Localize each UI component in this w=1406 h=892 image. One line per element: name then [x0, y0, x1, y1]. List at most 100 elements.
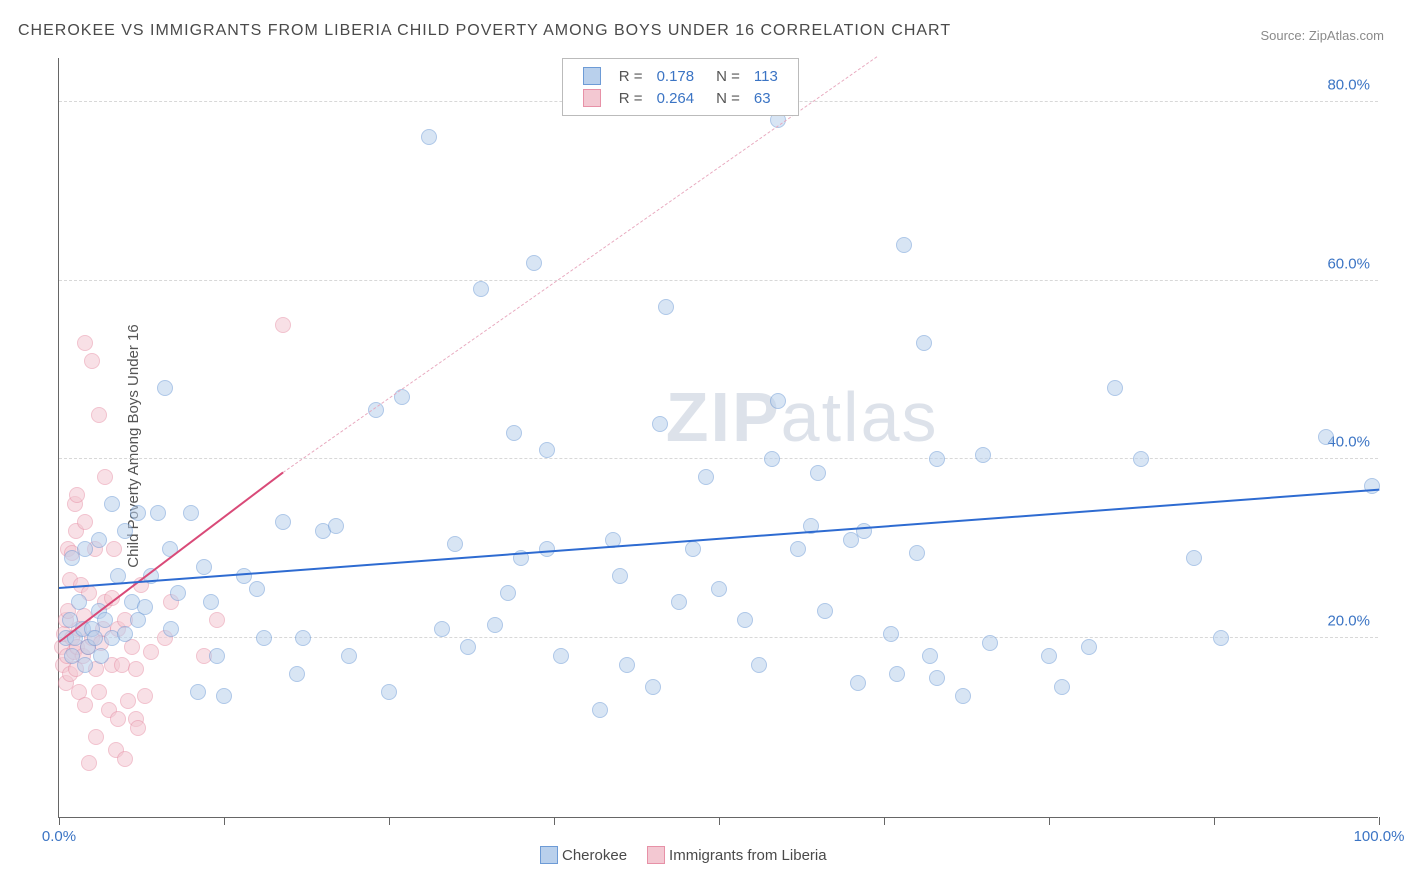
- data-point: [150, 505, 166, 521]
- x-tick: [1379, 817, 1380, 825]
- data-point: [97, 612, 113, 628]
- data-point: [91, 407, 107, 423]
- data-point: [916, 335, 932, 351]
- data-point: [88, 729, 104, 745]
- data-point: [209, 612, 225, 628]
- plot-area: ZIPatlas 20.0%40.0%60.0%80.0%0.0%100.0%: [58, 58, 1378, 818]
- data-point: [922, 648, 938, 664]
- data-point: [737, 612, 753, 628]
- legend-bottom: CherokeeImmigrants from Liberia: [530, 846, 837, 868]
- data-point: [77, 335, 93, 351]
- gridline: [59, 280, 1378, 281]
- data-point: [209, 648, 225, 664]
- data-point: [929, 451, 945, 467]
- data-point: [619, 657, 635, 673]
- data-point: [1318, 429, 1334, 445]
- x-tick: [1214, 817, 1215, 825]
- data-point: [190, 684, 206, 700]
- data-point: [553, 648, 569, 664]
- x-tick-label: 0.0%: [42, 828, 76, 845]
- data-point: [289, 666, 305, 682]
- data-point: [982, 635, 998, 651]
- x-tick: [224, 817, 225, 825]
- data-point: [117, 751, 133, 767]
- data-point: [77, 514, 93, 530]
- source-attribution: Source: ZipAtlas.com: [1260, 28, 1384, 43]
- data-point: [790, 541, 806, 557]
- x-tick: [884, 817, 885, 825]
- data-point: [850, 675, 866, 691]
- data-point: [770, 393, 786, 409]
- data-point: [539, 442, 555, 458]
- data-point: [421, 129, 437, 145]
- data-point: [275, 317, 291, 333]
- data-point: [764, 451, 780, 467]
- data-point: [91, 684, 107, 700]
- x-tick: [1049, 817, 1050, 825]
- data-point: [249, 581, 265, 597]
- y-tick-label: 60.0%: [1327, 255, 1370, 272]
- data-point: [460, 639, 476, 655]
- data-point: [1054, 679, 1070, 695]
- data-point: [698, 469, 714, 485]
- y-tick-label: 20.0%: [1327, 613, 1370, 630]
- data-point: [104, 496, 120, 512]
- trend-line: [59, 489, 1379, 589]
- data-point: [500, 585, 516, 601]
- data-point: [1364, 478, 1380, 494]
- data-point: [163, 621, 179, 637]
- data-point: [487, 617, 503, 633]
- data-point: [381, 684, 397, 700]
- x-tick: [59, 817, 60, 825]
- trend-line: [283, 56, 878, 473]
- legend-item: Cherokee: [540, 846, 627, 864]
- data-point: [137, 599, 153, 615]
- x-tick: [719, 817, 720, 825]
- data-point: [817, 603, 833, 619]
- trend-line: [58, 471, 284, 642]
- data-point: [1213, 630, 1229, 646]
- watermark: ZIPatlas: [666, 377, 939, 457]
- data-point: [955, 688, 971, 704]
- data-point: [71, 594, 87, 610]
- data-point: [203, 594, 219, 610]
- data-point: [889, 666, 905, 682]
- data-point: [341, 648, 357, 664]
- data-point: [975, 447, 991, 463]
- data-point: [592, 702, 608, 718]
- x-tick: [554, 817, 555, 825]
- chart-title: CHEROKEE VS IMMIGRANTS FROM LIBERIA CHIL…: [18, 22, 951, 40]
- data-point: [539, 541, 555, 557]
- data-point: [1081, 639, 1097, 655]
- data-point: [157, 380, 173, 396]
- data-point: [120, 693, 136, 709]
- data-point: [97, 469, 113, 485]
- data-point: [170, 585, 186, 601]
- data-point: [196, 559, 212, 575]
- data-point: [81, 755, 97, 771]
- chart-container: CHEROKEE VS IMMIGRANTS FROM LIBERIA CHIL…: [0, 0, 1406, 892]
- data-point: [658, 299, 674, 315]
- data-point: [130, 720, 146, 736]
- data-point: [473, 281, 489, 297]
- data-point: [671, 594, 687, 610]
- data-point: [526, 255, 542, 271]
- data-point: [117, 523, 133, 539]
- correlation-legend: R =0.178N =113R =0.264N =63: [562, 58, 799, 116]
- data-point: [77, 657, 93, 673]
- data-point: [295, 630, 311, 646]
- data-point: [137, 688, 153, 704]
- data-point: [106, 541, 122, 557]
- data-point: [117, 626, 133, 642]
- y-tick-label: 80.0%: [1327, 76, 1370, 93]
- data-point: [929, 670, 945, 686]
- data-point: [93, 648, 109, 664]
- data-point: [130, 505, 146, 521]
- data-point: [612, 568, 628, 584]
- data-point: [685, 541, 701, 557]
- data-point: [652, 416, 668, 432]
- data-point: [909, 545, 925, 561]
- data-point: [275, 514, 291, 530]
- data-point: [216, 688, 232, 704]
- data-point: [883, 626, 899, 642]
